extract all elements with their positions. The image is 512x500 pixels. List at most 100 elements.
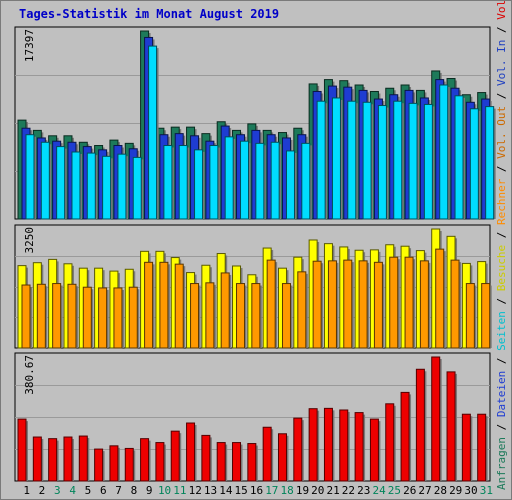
bar-volumen-10 [155,442,165,482]
day-label-25: 25 [388,484,401,497]
bar-rechner-26 [404,256,414,349]
bar-volumen-28 [431,356,441,482]
day-label-10: 10 [158,484,171,497]
day-label-22: 22 [342,484,355,497]
bar-volumen-21 [323,407,333,482]
bar-seiten-20 [316,100,326,220]
bar-seiten-3 [56,146,66,220]
day-label-16: 16 [250,484,263,497]
bar-rechner-5 [82,286,92,349]
bar-seiten-31 [485,106,495,220]
bar-volumen-8 [124,447,134,482]
chart-title: Tages-Statistik im Monat August 2019 [19,7,280,21]
bar-volumen-7 [109,445,119,482]
bar-volumen-12 [186,422,196,482]
bar-rechner-8 [128,286,138,349]
bar-volumen-15 [232,442,242,482]
bar-rechner-25 [389,256,399,349]
legend-item: / [495,291,508,311]
day-label-3: 3 [54,484,61,497]
bar-rechner-16 [251,283,261,349]
legend-item: Seiten [495,311,508,351]
bar-seiten-13 [209,145,219,220]
bar-seiten-27 [423,103,433,220]
day-label-23: 23 [357,484,370,497]
bar-volumen-2 [32,436,42,482]
bar-volumen-17 [262,426,272,482]
bar-seiten-21 [331,97,341,220]
bar-volumen-11 [170,430,180,482]
bar-rechner-17 [266,259,276,349]
day-label-30: 30 [464,484,477,497]
bar-seiten-12 [194,149,204,220]
bar-volumen-20 [308,408,318,482]
legend-item: / [495,351,508,371]
bar-volumen-19 [293,417,303,482]
legend-item: Vol. In [495,40,508,86]
bar-seiten-19 [301,142,311,220]
legend-item: / [495,225,508,245]
day-label-29: 29 [449,484,462,497]
day-label-26: 26 [403,484,416,497]
bar-seiten-9 [148,45,158,220]
bar-seiten-11 [178,145,188,220]
panel-3-ymax-label: 380.67 [23,355,36,395]
bar-volumen-14 [216,442,226,482]
panel-2-ymax-label: 3250 [23,227,36,254]
bar-volumen-18 [277,433,287,482]
bar-volumen-23 [354,412,364,482]
bar-seiten-6 [102,155,112,220]
bar-seiten-23 [362,101,372,220]
bar-volumen-16 [247,443,257,482]
bar-rechner-31 [481,283,491,349]
bar-rechner-13 [205,282,215,349]
bar-volumen-3 [48,438,58,482]
legend-item: / [495,86,508,106]
day-label-11: 11 [173,484,186,497]
day-label-6: 6 [100,484,107,497]
bar-seiten-14 [224,136,234,220]
bar-seiten-17 [270,141,280,220]
panel-1-ymax-label: 17397 [23,29,36,62]
day-label-1: 1 [23,484,30,497]
bar-rechner-6 [98,287,108,349]
bar-volumen-5 [78,435,88,482]
bar-seiten-22 [347,100,357,220]
bar-rechner-24 [373,261,383,349]
bar-rechner-27 [419,260,429,349]
bar-seiten-8 [132,156,142,220]
bar-seiten-24 [377,105,387,220]
day-label-8: 8 [131,484,138,497]
day-label-28: 28 [434,484,447,497]
bar-rechner-4 [67,283,77,349]
bar-seiten-25 [393,100,403,220]
bar-rechner-7 [113,287,123,349]
bar-seiten-2 [40,141,50,220]
legend-item: Dateien [495,371,508,417]
day-label-12: 12 [189,484,202,497]
bar-rechner-15 [236,283,246,349]
bar-volumen-13 [201,434,211,482]
bar-rechner-18 [281,283,291,349]
legend-item: Rechner [495,178,508,225]
bar-seiten-26 [408,102,418,220]
bar-rechner-14 [220,272,230,349]
legend-item: Anfragen [495,437,508,490]
bar-volumen-26 [400,391,410,482]
bar-seiten-28 [439,84,449,220]
bar-seiten-5 [86,152,96,220]
day-label-13: 13 [204,484,217,497]
bar-rechner-23 [358,260,368,349]
bar-rechner-10 [159,261,169,349]
day-label-24: 24 [372,484,386,497]
bar-volumen-24 [369,418,379,482]
day-label-20: 20 [311,484,324,497]
day-label-14: 14 [219,484,233,497]
day-label-27: 27 [418,484,431,497]
day-label-19: 19 [296,484,309,497]
bar-rechner-12 [190,283,200,349]
bar-rechner-30 [465,283,475,349]
bar-volumen-6 [94,448,104,482]
bar-seiten-7 [117,153,127,220]
bar-rechner-20 [312,260,322,349]
